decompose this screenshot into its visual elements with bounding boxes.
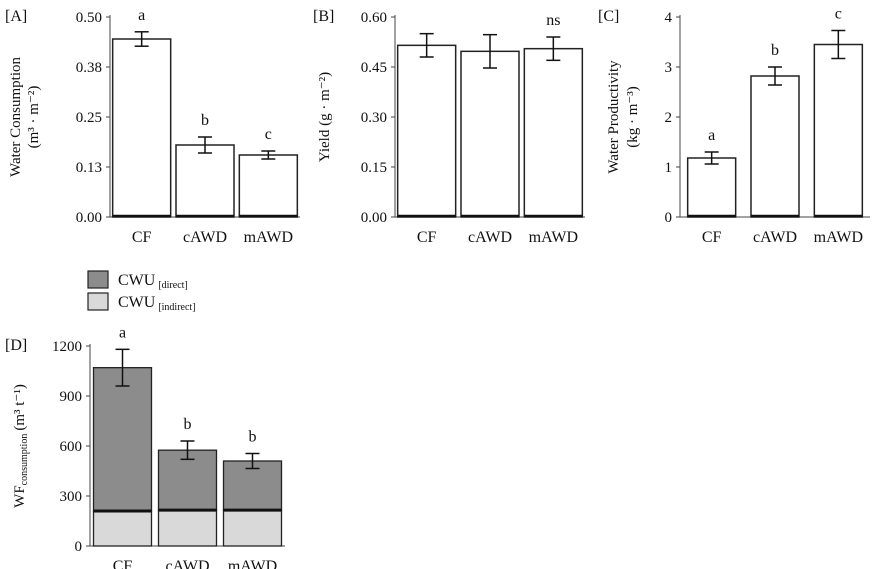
y-tick-label: 0.30: [361, 110, 387, 126]
chart-panel-4: [D] 0 300 600 900 1200 a CF b cAWD b mAWD WFconsumpt…: [5, 270, 285, 569]
y-tick-label: 0.00: [361, 210, 387, 226]
bar: [460, 50, 520, 218]
y-tick-label: 0: [75, 539, 83, 555]
bar-segment: [157, 449, 218, 511]
y-tick-label: 4: [665, 10, 673, 26]
significance-label: ns: [546, 12, 560, 29]
legend-sub: [indirect]: [158, 302, 195, 313]
y-tick-label: 1200: [52, 339, 82, 355]
y-tick-label: 0.13: [76, 160, 102, 176]
y-tick-label: 0.38: [76, 60, 102, 76]
panel-label: [D]: [5, 337, 27, 354]
bar-segment: [92, 367, 153, 512]
x-tick-label: CF: [702, 229, 722, 246]
bar-segment: [222, 509, 283, 547]
y-axis-unit: (kg · m⁻³): [625, 86, 641, 148]
significance-label: a: [138, 7, 145, 24]
significance-label: a: [119, 324, 126, 341]
x-tick-label: mAWD: [814, 229, 863, 246]
bar: [750, 75, 800, 218]
panel-label: [A]: [5, 8, 27, 25]
x-tick-label: cAWD: [468, 229, 512, 246]
y-tick-label: 0.00: [76, 210, 102, 226]
chart-panel-2: [B] 0.00 0.15 0.30 0.45 0.60 CF cAWD ns mAWD Yield…: [313, 8, 585, 246]
legend-label: CWU [direct]: [118, 272, 188, 291]
bar-segment: [92, 510, 153, 547]
legend-name: CWU: [118, 294, 156, 311]
bar: [813, 43, 864, 218]
y-axis-unit: (m³ · m⁻²): [26, 86, 42, 149]
x-tick-label: mAWD: [244, 229, 293, 246]
y-axis-title-main: WF: [12, 485, 28, 508]
y-tick-label: 600: [60, 439, 83, 455]
x-tick-label: cAWD: [183, 229, 227, 246]
y-tick-label: 2: [665, 110, 673, 126]
bar: [686, 157, 737, 218]
y-tick-label: 0.60: [361, 10, 387, 26]
x-tick-label: CF: [417, 229, 437, 246]
legend: CWU [direct]CWU [indirect]: [87, 270, 196, 313]
x-tick-label: mAWD: [228, 558, 277, 569]
x-tick-label: mAWD: [529, 229, 578, 246]
x-tick-label: CF: [132, 229, 152, 246]
y-tick-label: 0.25: [76, 110, 102, 126]
chart-panel-3: [C] 0 1 2 3 4 a CF b cAWD c mAWD Water Productivity(…: [598, 6, 870, 246]
y-tick-label: 0.50: [76, 10, 102, 26]
chart-panel-1: [A] 0.00 0.13 0.25 0.38 0.50 a CF b cAWD c mAWD Wate…: [5, 7, 300, 246]
y-tick-label: 0.45: [361, 60, 387, 76]
legend-label: CWU [indirect]: [118, 294, 196, 313]
y-axis-title-unit: (m³ t⁻¹): [12, 384, 28, 431]
y-axis-title: WFconsumption (m³ t⁻¹): [12, 384, 30, 508]
bar: [396, 44, 457, 218]
significance-label: c: [835, 6, 842, 23]
legend-sub: [direct]: [158, 280, 187, 291]
significance-label: c: [265, 126, 272, 143]
bar: [175, 144, 235, 218]
y-tick-label: 3: [665, 60, 673, 76]
y-axis-title: Yield (g · m⁻²): [317, 72, 333, 162]
y-tick-label: 900: [60, 389, 83, 405]
x-tick-label: cAWD: [753, 229, 797, 246]
x-tick-label: CF: [113, 558, 133, 569]
y-tick-label: 1: [665, 160, 673, 176]
y-tick-label: 0.15: [361, 160, 387, 176]
y-axis-title: Water Productivity: [606, 60, 622, 174]
significance-label: b: [201, 112, 209, 129]
y-tick-label: 0: [665, 210, 673, 226]
y-tick-label: 300: [60, 489, 83, 505]
legend-swatch: [87, 270, 109, 289]
y-axis-title-sub: consumption: [19, 434, 30, 486]
significance-label: b: [184, 416, 192, 433]
x-tick-label: cAWD: [165, 558, 209, 569]
bar: [238, 154, 299, 218]
bar: [523, 47, 584, 218]
significance-label: b: [771, 42, 779, 59]
bar: [111, 38, 172, 218]
y-axis-title: Water Consumption: [8, 56, 24, 177]
significance-label: a: [708, 127, 715, 144]
panel-label: [B]: [313, 8, 334, 25]
bar-segment: [157, 509, 218, 547]
legend-swatch: [87, 292, 109, 311]
legend-name: CWU: [118, 272, 156, 289]
significance-label: b: [249, 429, 257, 446]
panel-label: [C]: [598, 8, 619, 25]
